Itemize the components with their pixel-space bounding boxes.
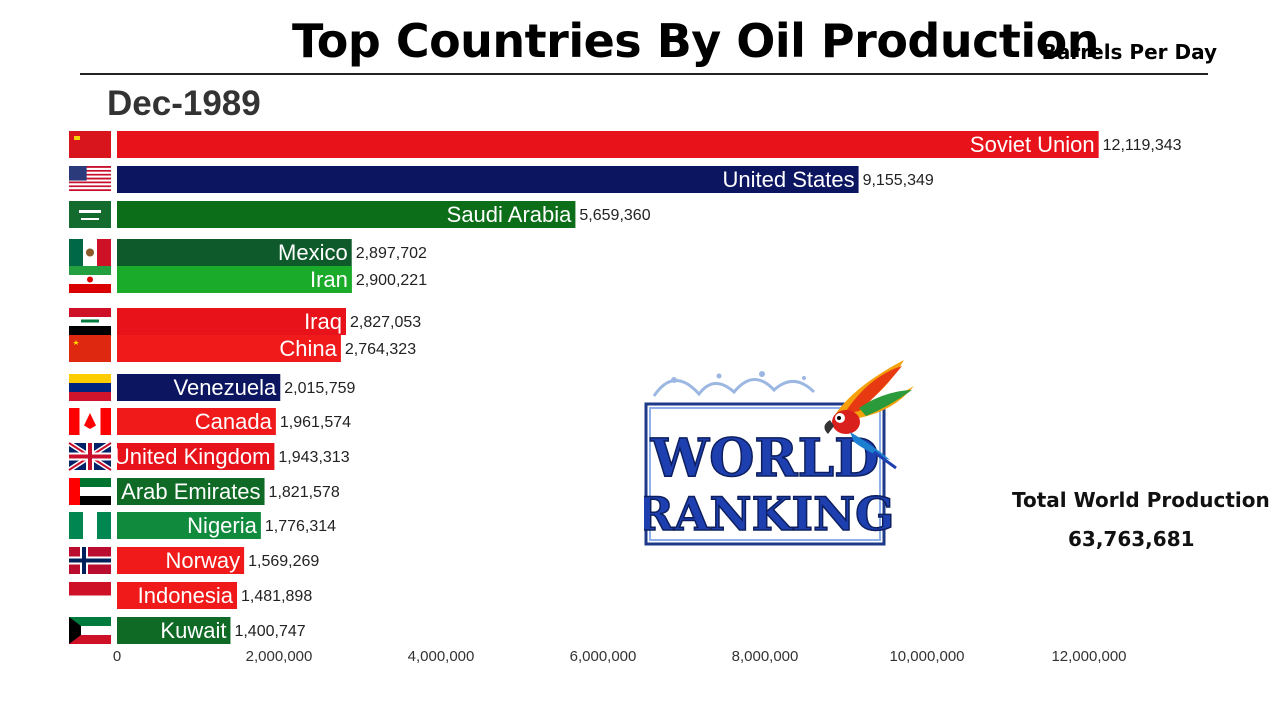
bar-china <box>117 335 341 362</box>
uae-flag-icon <box>69 478 111 505</box>
bar-value-label: 2,900,221 <box>356 272 427 289</box>
logo-line2: RANKING <box>644 487 894 541</box>
bar-country-label: Nigeria <box>187 513 257 538</box>
bar-country-label: Saudi Arabia <box>447 202 573 227</box>
bar-value-label: 1,776,314 <box>265 518 336 535</box>
x-tick-label: 12,000,000 <box>1051 648 1126 665</box>
bar-united-kingdom <box>117 443 275 470</box>
indonesia-flag-icon <box>69 582 111 609</box>
total-production-label: Total World Production <box>1012 488 1270 512</box>
header-divider <box>80 73 1208 75</box>
bar-nigeria <box>117 512 261 539</box>
bar-value-label: 2,897,702 <box>356 245 427 262</box>
canada-flag-icon <box>69 408 111 435</box>
bar-value-label: 1,569,269 <box>248 553 319 570</box>
x-tick-label: 6,000,000 <box>570 648 637 665</box>
bar-value-label: 1,961,574 <box>280 414 351 431</box>
x-tick-label: 2,000,000 <box>246 648 313 665</box>
bar-united-states <box>117 166 859 193</box>
bar-country-label: Canada <box>195 409 273 434</box>
soviet-flag-icon <box>69 131 111 158</box>
bar-value-label: 9,155,349 <box>863 172 934 189</box>
world-ranking-logo: WORLD RANKING <box>635 356 920 548</box>
unit-label: Barrels Per Day <box>1041 40 1217 64</box>
bar-united-arab-emirates <box>117 478 265 505</box>
bar-kuwait <box>117 617 231 644</box>
saudi-flag-icon <box>69 201 111 228</box>
bar-saudi-arabia <box>117 201 576 228</box>
norway-flag-icon <box>69 547 111 574</box>
parrot-icon <box>824 360 914 470</box>
bar-value-label: 5,659,360 <box>579 207 650 224</box>
iran-flag-icon <box>69 266 111 293</box>
logo-line1: WORLD <box>650 428 880 489</box>
bar-value-label: 2,015,759 <box>284 380 355 397</box>
date-label: Dec-1989 <box>107 84 261 123</box>
bar-country-label: Soviet Union <box>970 132 1095 157</box>
bar-value-label: 1,821,578 <box>269 484 340 501</box>
bar-country-label: Norway <box>166 548 241 573</box>
bar-country-label: Venezuela <box>174 375 278 400</box>
bar-country-label: China <box>279 336 337 361</box>
bar-country-label: United Kingdom <box>114 444 271 469</box>
bar-country-label: United States <box>723 167 855 192</box>
mexico-flag-icon <box>69 239 111 266</box>
bar-value-label: 1,481,898 <box>241 588 312 605</box>
bar-iraq <box>117 308 346 335</box>
kuwait-flag-icon <box>69 617 111 644</box>
total-production-value: 63,763,681 <box>1068 527 1195 551</box>
bar-country-label: Iraq <box>304 309 342 334</box>
bar-country-label: Kuwait <box>160 618 226 643</box>
china-flag-icon <box>69 335 111 362</box>
bar-value-label: 1,400,747 <box>234 623 305 640</box>
bar-canada <box>117 408 276 435</box>
bar-norway <box>117 547 245 574</box>
bar-soviet-union <box>117 131 1099 158</box>
x-tick-label: 10,000,000 <box>889 648 964 665</box>
x-tick-label: 8,000,000 <box>732 648 799 665</box>
bar-country-label: United Arab Emirates <box>53 479 261 504</box>
chart-title: Top Countries By Oil Production <box>292 14 1099 68</box>
bar-value-label: 2,764,323 <box>345 341 416 358</box>
bar-value-label: 1,943,313 <box>278 449 349 466</box>
x-tick-label: 4,000,000 <box>408 648 475 665</box>
nigeria-flag-icon <box>69 512 111 539</box>
usa-flag-icon <box>69 166 111 193</box>
bar-iran <box>117 266 352 293</box>
bar-country-label: Iran <box>310 267 348 292</box>
bar-country-label: Indonesia <box>138 583 234 608</box>
x-tick-label: 0 <box>113 648 121 665</box>
bar-country-label: Mexico <box>278 240 348 265</box>
bar-value-label: 2,827,053 <box>350 314 421 331</box>
uk-flag-icon <box>67 440 113 473</box>
iraq-flag-icon <box>69 308 111 335</box>
water-splash-icon <box>652 371 816 397</box>
venezuela-flag-icon <box>69 374 111 401</box>
bar-mexico <box>117 239 352 266</box>
bar-value-label: 12,119,343 <box>1103 137 1182 154</box>
bar-indonesia <box>117 582 238 609</box>
bar-venezuela <box>117 374 281 401</box>
